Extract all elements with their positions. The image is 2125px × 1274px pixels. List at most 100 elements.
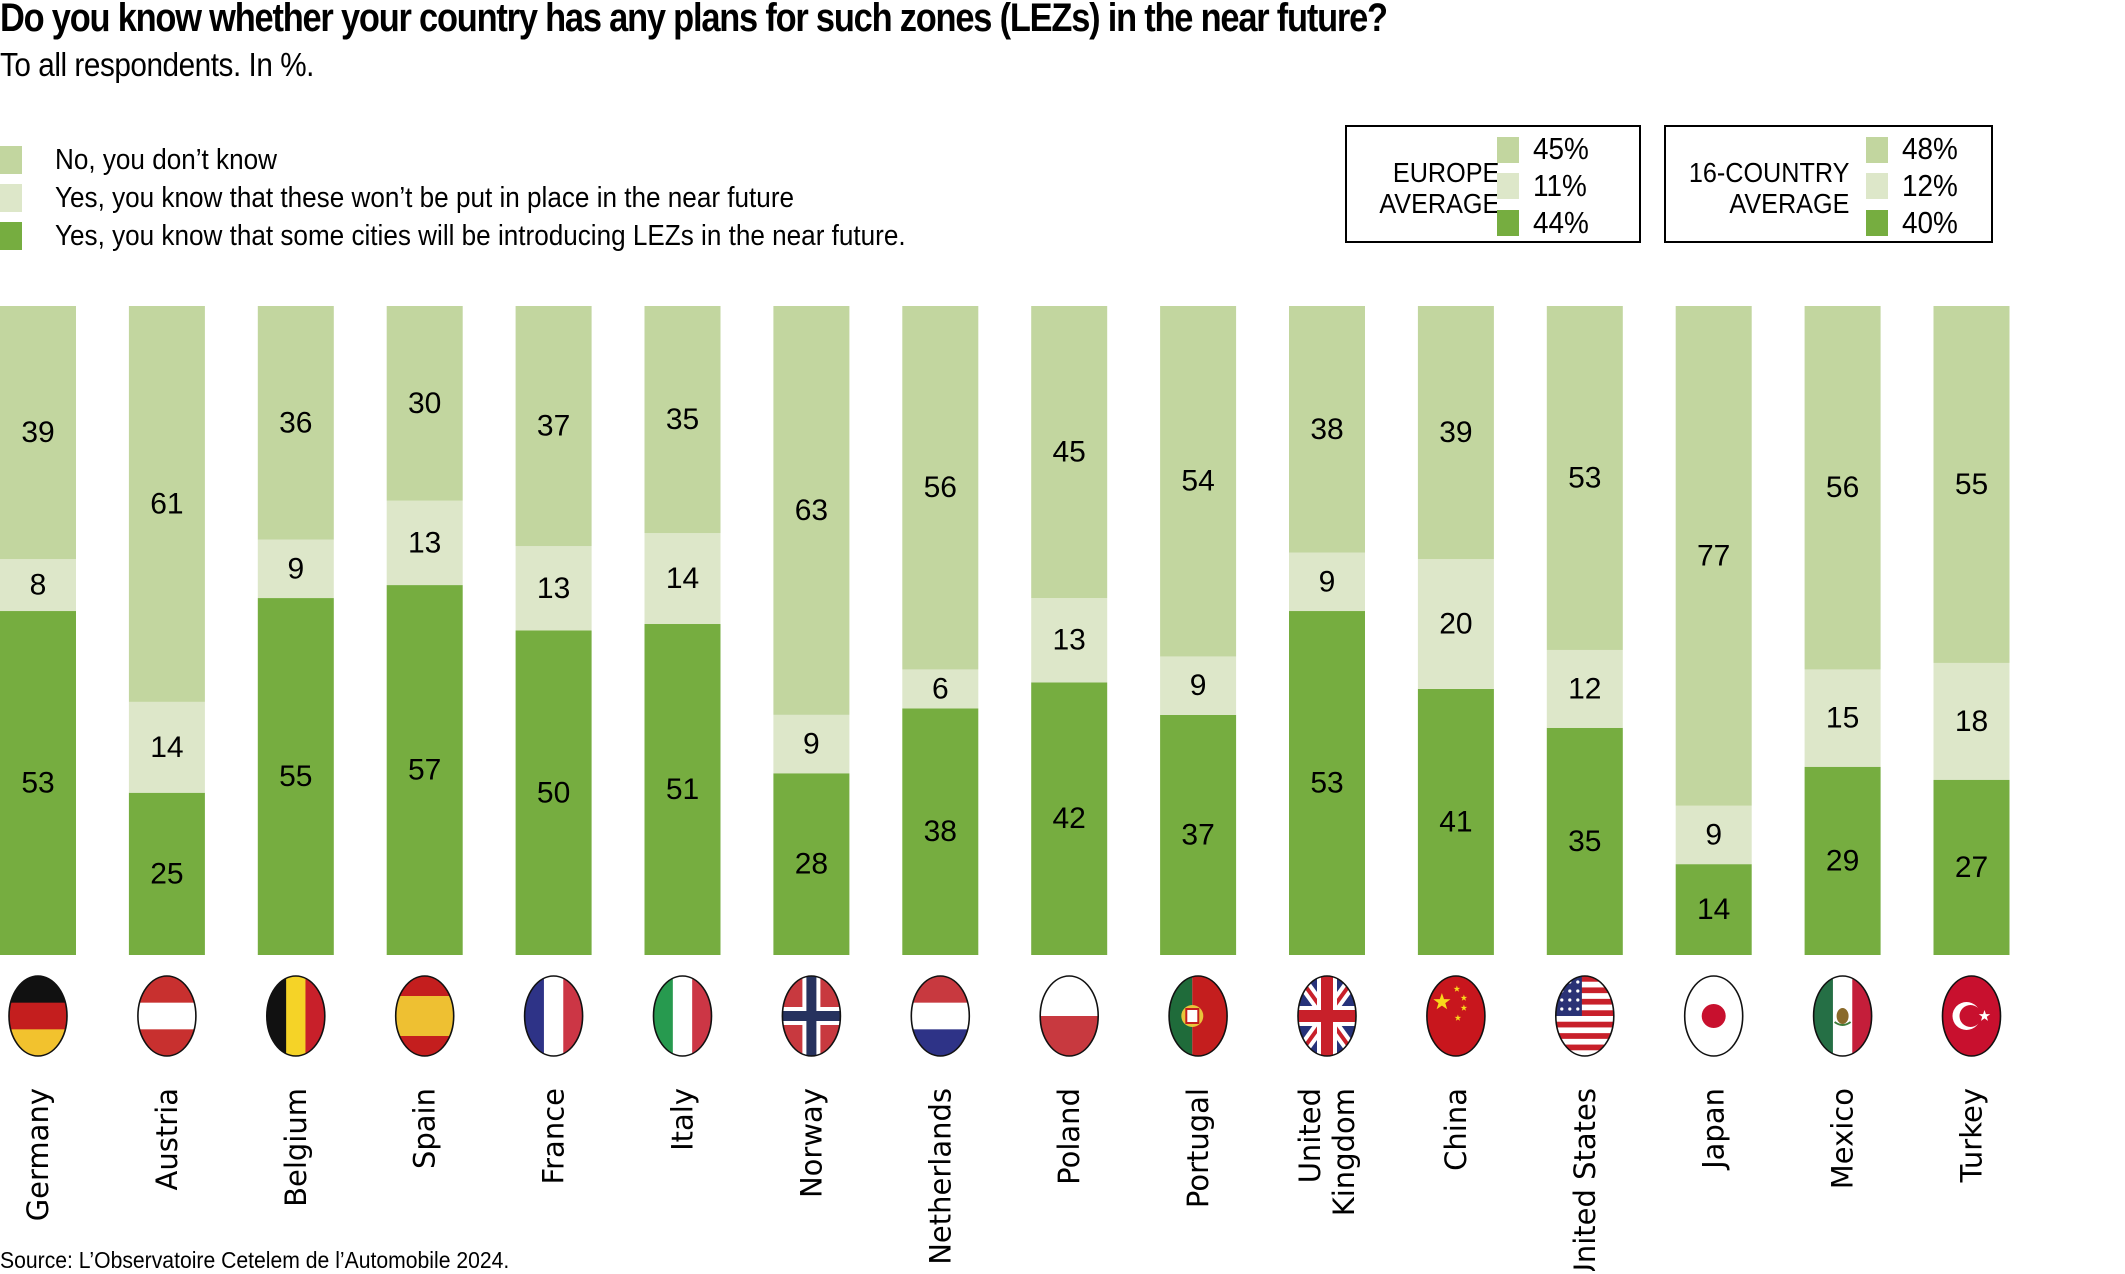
sixteen-avg-dont-know: 48% <box>1902 131 1958 166</box>
legend-swatch-wont <box>0 184 22 212</box>
bar-segment-dont-know <box>257 306 334 540</box>
legend-swatch-will <box>0 222 22 250</box>
bar-segment-will <box>1675 864 1752 955</box>
flag-outline <box>1812 975 1873 1057</box>
country-label: United States <box>1568 1088 1602 1271</box>
bar-segment-will <box>1031 682 1108 955</box>
bar-segment-will <box>1289 611 1365 955</box>
flag-outline <box>265 975 326 1057</box>
bar-segment-will <box>128 792 205 955</box>
legend-label: Yes, you know that some cities will be i… <box>55 220 906 252</box>
flag-outline <box>1168 975 1228 1057</box>
bar-segment-dont-know <box>1417 306 1494 560</box>
bar-group: 55 9 36 <box>257 306 334 955</box>
data-label: 41 <box>1439 805 1472 838</box>
avg-label-line: AVERAGE <box>1729 188 1849 219</box>
data-label: 25 <box>150 857 183 890</box>
bar-segment-wont <box>386 500 463 586</box>
bar-segment-dont-know <box>902 306 979 670</box>
norway-flag-icon <box>782 976 841 1056</box>
flag-outline <box>523 975 584 1057</box>
sixteen-avg-will: 40% <box>1902 205 1958 240</box>
bar-segment-dont-know <box>1675 306 1752 806</box>
bar-segment-dont-know <box>773 306 850 715</box>
bar-segment-wont <box>128 701 205 793</box>
bar-segment-wont <box>1933 662 2010 780</box>
chart-subtitle: To all respondents. In %. <box>0 46 314 83</box>
bar-segment-wont <box>644 533 721 625</box>
italy-flag-icon <box>653 976 712 1056</box>
bar-segment-dont-know <box>128 306 205 702</box>
europe-avg-wont: 11% <box>1533 168 1587 203</box>
bar-group: 41 20 39 <box>1417 306 1494 955</box>
flag-outline <box>1426 975 1486 1057</box>
source-note: Source: L’Observatoire Cetelem de l’Auto… <box>0 1247 510 1273</box>
legend-label: Yes, you know that these won’t be put in… <box>55 182 795 214</box>
data-label: 37 <box>537 410 570 443</box>
bar-segment-dont-know <box>515 306 592 547</box>
europe-avg-will: 44% <box>1533 205 1589 240</box>
flag-outline <box>8 975 68 1057</box>
data-label: 38 <box>1310 413 1343 446</box>
data-label: 9 <box>803 728 820 761</box>
bar-segment-will <box>1933 779 2010 955</box>
bar-segment-wont <box>257 539 334 599</box>
bar-segment-dont-know <box>386 306 463 501</box>
country-label: Norway <box>794 1088 828 1198</box>
avg-swatch-will <box>1866 210 1888 236</box>
flag-outline <box>910 975 971 1057</box>
avg-swatch-dont-know <box>1497 137 1519 163</box>
bar-segment-dont-know <box>1289 306 1365 553</box>
flag-outline <box>394 975 455 1057</box>
data-label: 55 <box>1955 468 1988 501</box>
bar-segment-wont <box>1031 598 1108 683</box>
chart-title: Do you know whether your country has any… <box>0 0 1388 40</box>
bar-segment-dont-know <box>644 306 721 534</box>
china-flag-icon <box>1426 976 1485 1056</box>
turkey-flag-icon <box>1942 976 2001 1056</box>
data-label: 77 <box>1697 539 1730 572</box>
country-label: Austria <box>150 1088 184 1190</box>
bar-segment-wont <box>1289 552 1365 612</box>
mexico-flag-icon <box>1813 976 1872 1056</box>
data-label: 61 <box>150 487 183 520</box>
country-label: Spain <box>408 1088 442 1169</box>
bar-segment-wont <box>1675 805 1752 865</box>
data-label: 57 <box>408 754 441 787</box>
bar-group: 28 9 63 <box>773 306 850 955</box>
data-label: 13 <box>1053 624 1086 657</box>
data-label: 14 <box>666 562 699 595</box>
avg-swatch-wont <box>1497 173 1519 199</box>
bar-segment-will <box>515 630 592 955</box>
bar-segment-wont <box>0 559 76 612</box>
avg-swatch-dont-know <box>1866 137 1888 163</box>
data-label: 53 <box>1310 767 1343 800</box>
data-label: 45 <box>1053 436 1086 469</box>
data-label: 39 <box>1439 416 1472 449</box>
flag-outline <box>781 975 842 1057</box>
france-flag-icon <box>524 976 583 1056</box>
bar-segment-dont-know <box>1804 306 1881 670</box>
data-label: 6 <box>932 672 949 705</box>
bar-segment-wont <box>1546 649 1623 728</box>
country-label: Japan <box>1697 1088 1731 1171</box>
flag-outline <box>1683 975 1744 1057</box>
uk-flag-icon <box>1298 976 1356 1056</box>
data-label: 8 <box>30 569 47 602</box>
country-label: Belgium <box>279 1088 313 1207</box>
data-label: 55 <box>279 760 312 793</box>
flag-outline <box>1555 975 1615 1057</box>
avg-swatch-wont <box>1866 173 1888 199</box>
bar-group: 42 13 45 <box>1031 306 1108 955</box>
bar-segment-will <box>0 611 76 955</box>
bar-segment-dont-know <box>1160 306 1237 657</box>
bar-group: 25 14 61 <box>128 306 205 955</box>
avg-swatch-will <box>1497 210 1519 236</box>
bar-segment-will <box>1417 688 1494 955</box>
germany-flag-icon <box>9 976 67 1056</box>
country-label: France <box>537 1088 571 1184</box>
data-label: 9 <box>1705 818 1722 851</box>
avg-label-line: AVERAGE <box>1379 188 1499 219</box>
bar-segment-will <box>773 773 850 955</box>
bar-group: 50 13 37 <box>515 306 592 955</box>
